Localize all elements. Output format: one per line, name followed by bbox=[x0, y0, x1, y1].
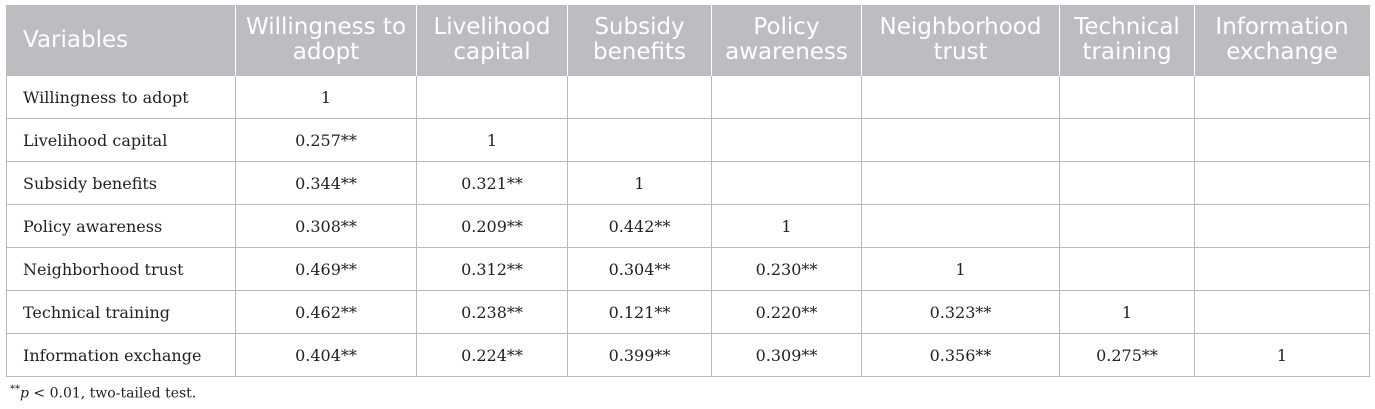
row-label: Policy awareness bbox=[6, 204, 236, 248]
table-cell bbox=[711, 118, 862, 162]
table-cell: 0.462** bbox=[235, 290, 417, 334]
table-cell: 1 bbox=[1194, 333, 1370, 377]
footnote-text: < 0.01, two-tailed test. bbox=[28, 385, 197, 402]
table-cell bbox=[1059, 161, 1195, 205]
table-cell bbox=[1194, 118, 1370, 162]
table-header-row: Variables Willingness to adopt Livelihood … bbox=[6, 5, 1370, 76]
table-cell: 0.469** bbox=[235, 247, 417, 291]
column-header: Subsidy benefits bbox=[567, 5, 712, 76]
row-label: Neighborhood trust bbox=[6, 247, 236, 291]
table-row: Subsidy benefits 0.344** 0.321** 1 bbox=[6, 161, 1370, 205]
table-cell bbox=[1194, 75, 1370, 119]
table-cell: 0.404** bbox=[235, 333, 417, 377]
table-cell bbox=[1059, 247, 1195, 291]
table-row: Willingness to adopt 1 bbox=[6, 75, 1370, 119]
row-label: Willingness to adopt bbox=[6, 75, 236, 119]
table-cell: 0.209** bbox=[416, 204, 568, 248]
table-cell bbox=[711, 161, 862, 205]
table-cell: 0.399** bbox=[567, 333, 712, 377]
column-header: Livelihood capital bbox=[416, 5, 568, 76]
table-cell bbox=[861, 161, 1060, 205]
row-label: Information exchange bbox=[6, 333, 236, 377]
table-cell bbox=[1194, 161, 1370, 205]
table-cell bbox=[861, 118, 1060, 162]
table-cell: 1 bbox=[861, 247, 1060, 291]
table-cell: 1 bbox=[711, 204, 862, 248]
table-cell bbox=[1194, 247, 1370, 291]
table-cell: 0.308** bbox=[235, 204, 417, 248]
table-cell: 0.312** bbox=[416, 247, 568, 291]
table-cell: 0.323** bbox=[861, 290, 1060, 334]
column-header: Willingness to adopt bbox=[235, 5, 417, 76]
correlation-table-container: Variables Willingness to adopt Livelihood … bbox=[6, 5, 1370, 377]
table-cell: 0.309** bbox=[711, 333, 862, 377]
table-cell bbox=[1194, 290, 1370, 334]
table-row: Information exchange 0.404** 0.224** 0.399*… bbox=[6, 333, 1370, 377]
table-cell bbox=[1059, 204, 1195, 248]
column-header: Policy awareness bbox=[711, 5, 862, 76]
table-cell bbox=[711, 75, 862, 119]
table-cell bbox=[416, 75, 568, 119]
table-cell bbox=[567, 75, 712, 119]
table-cell bbox=[1059, 75, 1195, 119]
table-cell: 0.275** bbox=[1059, 333, 1195, 377]
table-cell: 0.321** bbox=[416, 161, 568, 205]
table-cell: 1 bbox=[1059, 290, 1195, 334]
table-cell: 0.442** bbox=[567, 204, 712, 248]
row-label: Technical training bbox=[6, 290, 236, 334]
correlation-table: Variables Willingness to adopt Livelihood … bbox=[6, 5, 1370, 377]
column-header: Neighborhood trust bbox=[861, 5, 1060, 76]
table-cell: 1 bbox=[567, 161, 712, 205]
table-cell: 0.121** bbox=[567, 290, 712, 334]
table-cell: 0.344** bbox=[235, 161, 417, 205]
table-cell bbox=[1059, 118, 1195, 162]
table-cell bbox=[861, 75, 1060, 119]
table-row: Neighborhood trust 0.469** 0.312** 0.304** 0… bbox=[6, 247, 1370, 291]
table-row: Technical training 0.462** 0.238** 0.121** 0… bbox=[6, 290, 1370, 334]
column-header: Information exchange bbox=[1194, 5, 1370, 76]
table-cell: 0.230** bbox=[711, 247, 862, 291]
table-cell bbox=[567, 118, 712, 162]
footnote-variable: p bbox=[20, 385, 29, 402]
column-header: Technical training bbox=[1059, 5, 1195, 76]
table-row: Livelihood capital 0.257** 1 bbox=[6, 118, 1370, 162]
row-label: Subsidy benefits bbox=[6, 161, 236, 205]
row-label: Livelihood capital bbox=[6, 118, 236, 162]
table-footnote: **p < 0.01, two-tailed test. bbox=[10, 384, 196, 402]
table-cell: 0.238** bbox=[416, 290, 568, 334]
table-cell: 0.224** bbox=[416, 333, 568, 377]
table-cell bbox=[861, 204, 1060, 248]
table-cell: 1 bbox=[416, 118, 568, 162]
table-cell: 1 bbox=[235, 75, 417, 119]
table-row: Policy awareness 0.308** 0.209** 0.442** 1 bbox=[6, 204, 1370, 248]
table-cell: 0.304** bbox=[567, 247, 712, 291]
table-body: Willingness to adopt 1 Livelihood capital 0… bbox=[6, 75, 1370, 377]
table-cell bbox=[1194, 204, 1370, 248]
header-variables: Variables bbox=[6, 5, 236, 76]
footnote-marker: ** bbox=[10, 384, 20, 395]
table-cell: 0.220** bbox=[711, 290, 862, 334]
table-cell: 0.356** bbox=[861, 333, 1060, 377]
table-cell: 0.257** bbox=[235, 118, 417, 162]
